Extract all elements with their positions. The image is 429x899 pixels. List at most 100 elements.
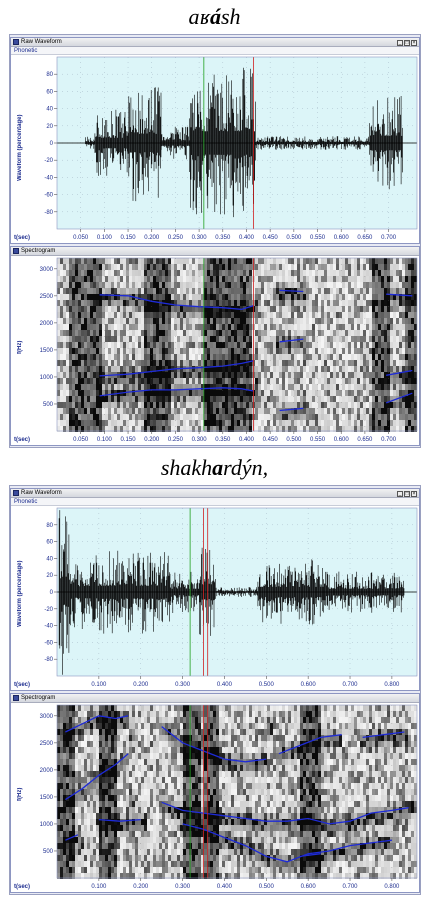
spectrogram-cell (213, 282, 216, 288)
spectrogram-cell (414, 408, 417, 414)
waveform-titlebar-2[interactable]: Raw Waveform _ □ × (11, 489, 419, 498)
spectrogram-cell (150, 342, 153, 348)
spectrogram-cell (180, 276, 183, 282)
spectrogram-cell (114, 789, 117, 795)
spectrogram-cell (339, 378, 342, 384)
spectrogram-cell (312, 282, 315, 288)
spectrogram-cell (159, 717, 162, 723)
close-button[interactable]: × (411, 39, 417, 46)
spectrogram-cell (153, 747, 156, 753)
close-button[interactable]: × (411, 490, 417, 497)
spectrogram-cell (93, 264, 96, 270)
spectrogram-cell (135, 342, 138, 348)
spectrogram-cell (180, 813, 183, 819)
spectrogram-cell (120, 318, 123, 324)
spectrogram-cell (162, 276, 165, 282)
maximize-button[interactable]: □ (404, 39, 410, 46)
spectrogram-cell (114, 288, 117, 294)
spectrogram-cell (96, 723, 99, 729)
spectrogram-cell (87, 873, 90, 879)
spectrogram-cell (81, 384, 84, 390)
spectrogram-cell (177, 849, 180, 855)
spectrogram-cell (378, 276, 381, 282)
spectrogram-cell (270, 282, 273, 288)
spectrogram-plot[interactable]: 0.100 0.200 0.300 0.400 0.500 0.600 0.700 0.800… (11, 703, 420, 892)
spectrogram-cell (87, 777, 90, 783)
spectrogram-cell (180, 378, 183, 384)
waveform-plot[interactable]: 0.100 0.200 0.300 0.400 0.500 0.600 0.700 0.800… (11, 506, 420, 690)
spectrogram-cell (312, 270, 315, 276)
spectrogram-cell (180, 426, 183, 432)
spectrogram-cell (387, 408, 390, 414)
spectrogram-cell (405, 282, 408, 288)
spectrogram-cell (168, 759, 171, 765)
spectrogram-cell (144, 366, 147, 372)
spectrogram-cell (150, 336, 153, 342)
spectrogram-cell (351, 330, 354, 336)
spectrogram-cell (105, 831, 108, 837)
spectrogram-cell (177, 402, 180, 408)
spectrogram-cell (174, 861, 177, 867)
waveform-plot[interactable]: 0.050 0.100 0.150 0.200 0.250 0.300 0.350 0.400… (11, 55, 420, 243)
spectrogram-cell (60, 312, 63, 318)
spectrogram-cell (315, 330, 318, 336)
spectrogram-cell (291, 312, 294, 318)
spectrogram-cell (171, 258, 174, 264)
spectrogram-cell (105, 789, 108, 795)
spectrogram-cell (180, 312, 183, 318)
spectrogram-cell (81, 294, 84, 300)
spectrogram-cell (198, 276, 201, 282)
minimize-button[interactable]: _ (397, 490, 403, 497)
spectrogram-cell (351, 318, 354, 324)
spectrogram-cell (75, 312, 78, 318)
spectrogram-plot[interactable]: 0.050 0.100 0.150 0.200 0.250 0.300 0.350 0.400… (11, 256, 420, 445)
spectrogram-cell (96, 831, 99, 837)
spectrogram-cell (195, 312, 198, 318)
spectrogram-cell (60, 414, 63, 420)
waveform-titlebar-1[interactable]: Raw Waveform _ □ × (11, 38, 419, 47)
spectrogram-cell (315, 258, 318, 264)
spectrogram-cell (177, 294, 180, 300)
spectrogram-cell (99, 801, 102, 807)
spectrogram-cell (108, 855, 111, 861)
spectrogram-cell (96, 366, 99, 372)
phonetic-menu[interactable]: Phonetic (14, 48, 38, 54)
app-icon (13, 490, 19, 496)
spectrogram-cell (63, 336, 66, 342)
spectrogram-cell (126, 711, 129, 717)
phonetic-menu[interactable]: Phonetic (14, 499, 38, 505)
spectrogram-cell (282, 258, 285, 264)
spectrogram-cell (147, 789, 150, 795)
spectrogram-cell (180, 867, 183, 873)
spectrogram-cell (138, 360, 141, 366)
spectrogram-cell (114, 426, 117, 432)
spectrogram-cell (249, 312, 252, 318)
spectrogram-cell (90, 348, 93, 354)
spectrogram-cell (120, 414, 123, 420)
spectrogram-cell (156, 711, 159, 717)
spectrogram-cell (117, 384, 120, 390)
spectrogram-cell (195, 264, 198, 270)
spectrogram-cell (108, 867, 111, 873)
spectrogram-cell (402, 408, 405, 414)
spectrogram-cell (81, 825, 84, 831)
spectrogram-cell (288, 384, 291, 390)
spectrogram-cell (210, 408, 213, 414)
spectrogram-titlebar-1[interactable]: Spectrogram (11, 247, 419, 256)
spectrogram-cell (87, 276, 90, 282)
spectrogram-cell (408, 384, 411, 390)
spectrogram-cell (405, 348, 408, 354)
minimize-button[interactable]: _ (397, 39, 403, 46)
spectrogram-cell (117, 801, 120, 807)
spectrogram-cell (72, 354, 75, 360)
spectrogram-cell (99, 777, 102, 783)
spectrogram-cell (138, 795, 141, 801)
spectrogram-titlebar-2[interactable]: Spectrogram (11, 694, 419, 703)
spectrogram-cell (144, 849, 147, 855)
spectrogram-cell (318, 414, 321, 420)
spectrogram-cell (93, 408, 96, 414)
maximize-button[interactable]: □ (404, 490, 410, 497)
spectrogram-cell (102, 294, 105, 300)
spectrogram-cell (201, 414, 204, 420)
spectrogram-cell (75, 831, 78, 837)
